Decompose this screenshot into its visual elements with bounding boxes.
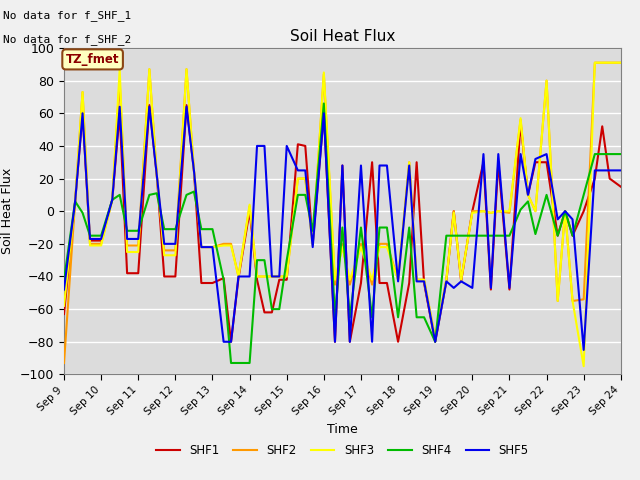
Line: SHF5: SHF5	[64, 107, 621, 350]
Title: Soil Heat Flux: Soil Heat Flux	[290, 29, 395, 44]
SHF2	[591, 60, 598, 66]
SHF4	[172, 226, 179, 232]
SHF4	[227, 360, 235, 366]
SHF3	[617, 60, 625, 66]
Line: SHF2: SHF2	[64, 63, 621, 363]
SHF5	[554, 216, 561, 222]
SHF3	[172, 252, 179, 258]
SHF4	[413, 314, 420, 320]
Text: TZ_fmet: TZ_fmet	[66, 53, 119, 66]
SHF2	[209, 244, 216, 250]
X-axis label: Time: Time	[327, 423, 358, 436]
SHF5	[617, 168, 625, 173]
Line: SHF4: SHF4	[64, 104, 621, 363]
Text: No data for f_SHF_2: No data for f_SHF_2	[3, 34, 131, 45]
SHF3	[580, 363, 588, 369]
SHF4	[108, 197, 116, 203]
SHF2	[60, 360, 68, 366]
SHF4	[209, 226, 216, 232]
SHF3	[331, 277, 339, 283]
SHF4	[617, 151, 625, 157]
Y-axis label: Soil Heat Flux: Soil Heat Flux	[1, 168, 14, 254]
SHF1	[413, 159, 420, 165]
SHF2	[172, 248, 179, 253]
SHF1	[617, 184, 625, 190]
SHF1	[220, 275, 227, 281]
SHF2	[108, 197, 116, 203]
SHF5	[116, 104, 124, 109]
SHF5	[182, 104, 190, 109]
SHF1	[561, 208, 569, 214]
SHF3	[209, 244, 216, 250]
SHF5	[60, 287, 68, 292]
SHF5	[580, 347, 588, 353]
SHF3	[108, 197, 116, 203]
SHF2	[617, 60, 625, 66]
SHF1	[108, 197, 116, 203]
SHF5	[339, 163, 346, 168]
SHF1	[60, 311, 68, 317]
SHF4	[561, 208, 569, 214]
SHF5	[220, 339, 227, 345]
SHF4	[320, 101, 328, 107]
SHF1	[182, 102, 190, 108]
SHF4	[346, 314, 354, 320]
SHF1	[227, 339, 235, 345]
Text: No data for f_SHF_1: No data for f_SHF_1	[3, 10, 131, 21]
Line: SHF1: SHF1	[64, 105, 621, 342]
SHF3	[394, 277, 402, 283]
SHF3	[543, 78, 550, 84]
SHF4	[60, 277, 68, 283]
Line: SHF3: SHF3	[64, 63, 621, 366]
Legend: SHF1, SHF2, SHF3, SHF4, SHF5: SHF1, SHF2, SHF3, SHF4, SHF5	[151, 439, 534, 461]
SHF2	[543, 78, 550, 84]
SHF2	[394, 277, 402, 283]
SHF3	[60, 303, 68, 309]
SHF1	[346, 339, 354, 345]
SHF3	[591, 60, 598, 66]
SHF5	[108, 197, 116, 203]
SHF5	[405, 163, 413, 168]
SHF1	[145, 102, 153, 108]
SHF2	[331, 282, 339, 288]
